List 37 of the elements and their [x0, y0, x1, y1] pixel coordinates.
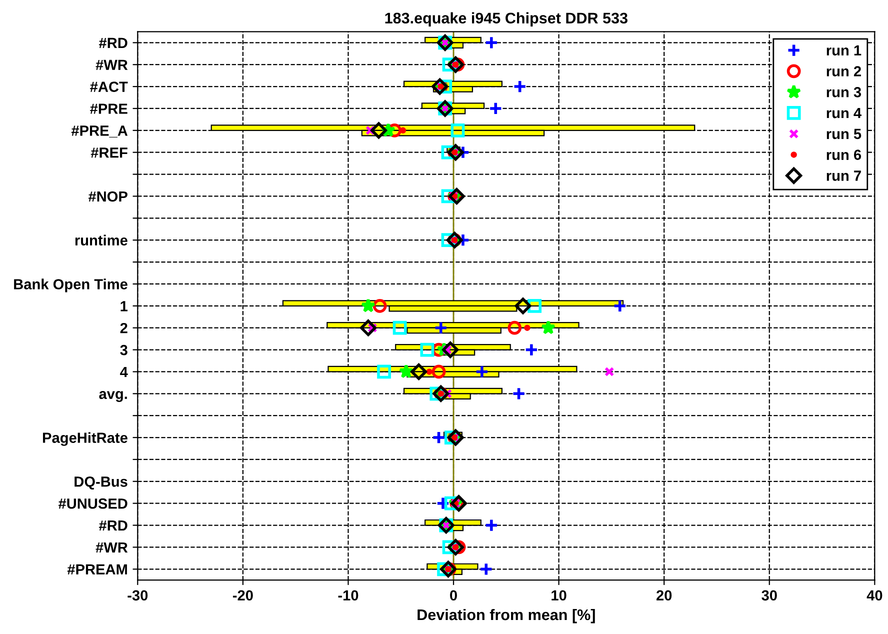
- y-tick-label: runtime: [75, 234, 128, 246]
- y-tick-label: 2: [120, 322, 128, 334]
- x-tick-label: -20: [232, 590, 253, 601]
- y-tick-label: PageHitRate: [42, 432, 128, 446]
- y-tick-label: #WR: [96, 60, 128, 70]
- y-tick-label: #NOP: [88, 191, 128, 202]
- y-tick-label: DQ-Bus: [74, 476, 128, 490]
- y-tick-label: avg.: [99, 391, 127, 402]
- y-tick-label: #ACT: [90, 82, 128, 92]
- y-tick-label: #WR: [96, 542, 128, 552]
- y-tick-label: #UNUSED: [58, 498, 128, 509]
- y-tick-label: #PREAM: [67, 564, 127, 574]
- legend-label: run 3: [826, 86, 862, 98]
- y-tick-label: 4: [120, 366, 128, 377]
- legend-label: run 7: [826, 170, 861, 181]
- y-tick-label: #PRE: [90, 104, 128, 114]
- legend-label: run 5: [826, 128, 862, 140]
- legend-label: run 6: [826, 150, 862, 160]
- legend-label: run 1: [826, 45, 862, 56]
- legend-label: run 4: [826, 108, 862, 118]
- x-tick-label: 40: [866, 590, 882, 601]
- x-tick-label: 10: [552, 590, 566, 601]
- y-tick-label: Bank Open Time: [14, 278, 128, 292]
- x-tick-label: 0: [450, 590, 457, 601]
- x-tick-label: -10: [338, 590, 358, 601]
- y-tick-label: 3: [120, 344, 128, 356]
- y-tick-label: #PRE_A: [71, 126, 128, 138]
- chart-title: 183.equake i945 Chipset DDR 533: [385, 12, 628, 27]
- y-tick-label: 1: [120, 301, 128, 312]
- y-tick-label: #REF: [90, 148, 128, 158]
- x-tick-label: -30: [128, 590, 148, 601]
- x-tick-label: 30: [762, 590, 777, 601]
- y-tick-label: #RD: [98, 38, 128, 48]
- y-tick-label: #RD: [98, 520, 128, 531]
- legend-label: run 2: [826, 66, 861, 76]
- x-tick-label: 20: [656, 590, 672, 601]
- x-axis-title: Deviation from mean [%]: [418, 608, 595, 624]
